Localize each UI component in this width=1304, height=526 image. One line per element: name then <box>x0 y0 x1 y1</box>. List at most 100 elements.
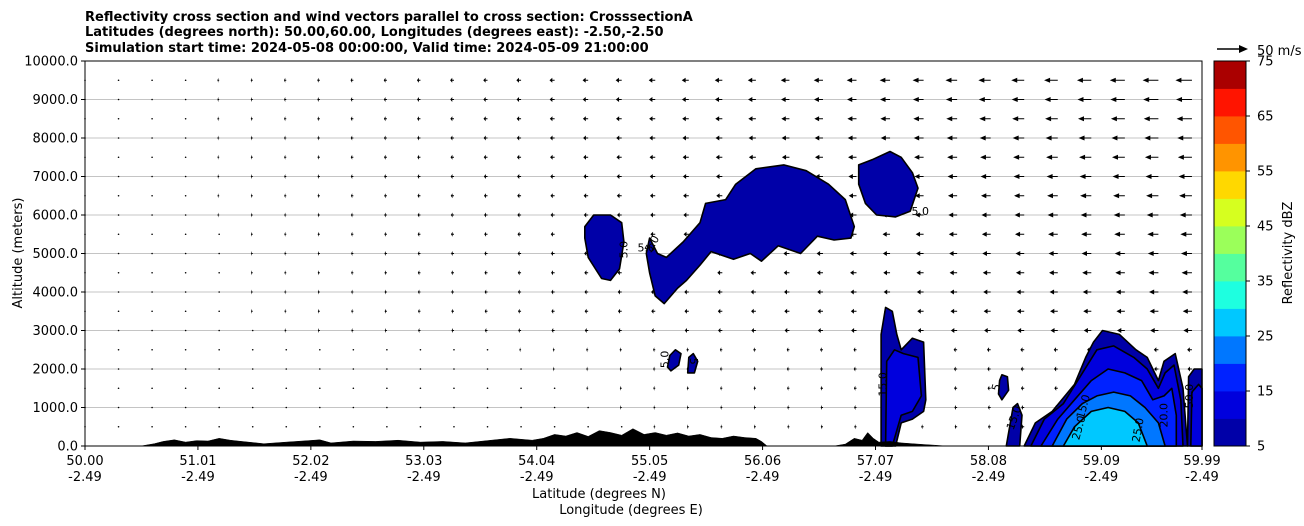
wind-vector-head <box>284 97 286 102</box>
contour-label: 5.0 <box>659 351 672 369</box>
wind-vector-head <box>820 347 822 353</box>
wind-vector-head <box>1179 193 1186 199</box>
wind-vector-head <box>1182 289 1188 295</box>
colorbar-segment <box>1214 61 1246 89</box>
wind-vector-head <box>980 154 986 160</box>
colorbar-tick-label: 75 <box>1257 55 1274 70</box>
wind-vector-head <box>1112 174 1119 179</box>
wind-vector <box>117 233 120 236</box>
wind-vector-head <box>1111 154 1118 160</box>
x-tick-label-lat: 57.07 <box>857 454 894 469</box>
colorbar-segment <box>1214 198 1246 227</box>
wind-vector-head <box>616 116 620 122</box>
wind-vector <box>386 406 388 409</box>
wind-vector-head <box>1011 97 1018 102</box>
wind-vector-head <box>317 212 319 218</box>
wind-vector-head <box>584 328 587 333</box>
wind-vector-head <box>683 231 687 237</box>
wind-vector-head <box>1049 289 1055 295</box>
wind-vector-head <box>284 308 286 314</box>
wind-vector-head <box>550 231 553 237</box>
wind-vector-head <box>753 405 755 410</box>
wind-vector-head <box>787 385 789 391</box>
wind-vector-head <box>350 193 353 199</box>
wind-vector-head <box>1114 231 1121 237</box>
wind-vector-head <box>747 77 753 83</box>
wind-vector-head <box>384 174 386 179</box>
wind-vector-head <box>987 385 990 391</box>
wind-vector-head <box>947 154 953 160</box>
wind-vector <box>117 329 120 332</box>
colorbar-segment <box>1214 363 1246 392</box>
wind-vector-head <box>417 193 420 199</box>
y-tick-label: 5000.0 <box>33 247 79 262</box>
wind-vector-head <box>483 154 486 160</box>
wind-vector-head <box>687 424 689 430</box>
wind-vector-head <box>617 308 621 314</box>
wind-vector <box>184 310 187 313</box>
wind-vector-head <box>516 154 520 160</box>
wind-vector <box>386 425 388 428</box>
wind-vector <box>419 348 422 351</box>
wind-vector-head <box>383 97 386 102</box>
wind-vector-head <box>1080 212 1087 218</box>
wind-vector-head <box>618 328 621 333</box>
wind-vector <box>251 425 254 428</box>
wind-vector-head <box>350 154 353 160</box>
colorbar-tick-label: 65 <box>1257 110 1274 125</box>
wind-vector-head <box>1016 308 1021 314</box>
wind-vector-head <box>516 135 520 141</box>
wind-vector-head <box>750 270 754 276</box>
wind-vector-head <box>417 289 420 295</box>
wind-vector-head <box>351 251 353 256</box>
wind-vector-head <box>915 231 921 237</box>
wind-vector-head <box>551 308 554 314</box>
wind-vector <box>319 406 321 409</box>
wind-vector <box>184 98 187 101</box>
wind-vector-head <box>217 97 219 102</box>
wind-vector-head <box>820 424 823 430</box>
wind-vector-head <box>653 366 655 372</box>
wind-vector <box>486 348 489 351</box>
wind-vector-head <box>451 270 453 276</box>
wind-vector-head <box>583 154 586 160</box>
wind-vector-head <box>383 77 386 83</box>
wind-vector-head <box>987 347 990 353</box>
wind-vector <box>419 406 422 409</box>
wind-vector <box>352 425 355 428</box>
wind-vector-head <box>516 116 520 122</box>
wind-vector <box>117 348 120 351</box>
x-tick-label-lat: 51.01 <box>179 454 216 469</box>
wind-vector-head <box>1144 135 1151 141</box>
wind-vector-head <box>549 77 553 83</box>
y-tick-label: 1000.0 <box>33 401 79 416</box>
wind-vector <box>285 368 288 370</box>
wind-vector-head <box>854 405 856 410</box>
wind-vector-head <box>517 174 520 179</box>
wind-vector <box>218 406 220 409</box>
wind-vector-head <box>850 289 854 295</box>
wind-vector-head <box>1014 212 1020 218</box>
wind-vector <box>151 425 153 428</box>
colorbar-segment <box>1214 391 1246 419</box>
wind-vector-head <box>1114 251 1121 256</box>
wind-vector-head <box>984 328 988 333</box>
wind-vector-head <box>917 328 921 333</box>
wind-vector <box>117 271 120 274</box>
wind-vector-head <box>250 193 252 199</box>
wind-vector <box>386 368 388 370</box>
chart-title: Reflectivity cross section and wind vect… <box>85 10 693 56</box>
contour-label: 5.0 <box>638 242 656 255</box>
plot-area: 5.0 5.05.05.0 55.015.0 515.0 15.025.0 25.020.… <box>84 60 1203 447</box>
reflectivity-contour <box>1062 406 1148 447</box>
wind-vector-head <box>813 77 819 83</box>
wind-vector-head <box>284 289 286 295</box>
wind-vector-head <box>582 77 586 83</box>
wind-vector-head <box>552 347 554 353</box>
wind-vector-head <box>882 231 887 237</box>
wind-vector-head <box>616 154 620 160</box>
wind-vector-head <box>583 174 587 179</box>
wind-vector-head <box>250 77 252 83</box>
y-axis-ticks: 0.0 1000.0 2000.0 3000.0 4000.0 5000.0 6000.0 7… <box>24 55 85 455</box>
wind-vector-head <box>1013 154 1020 160</box>
